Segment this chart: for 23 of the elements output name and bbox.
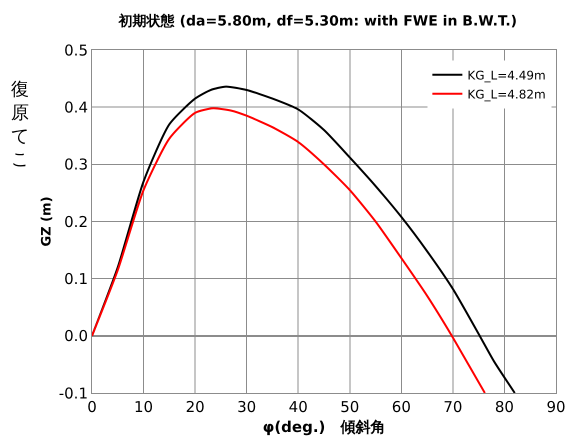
legend-label: KG_L=4.82m: [467, 87, 546, 102]
y-tick-label: 0.1: [64, 270, 88, 288]
y-tick-label: 0.4: [64, 98, 88, 116]
y-tick-label: 0.0: [64, 327, 88, 346]
x-tick-label: 0: [87, 398, 97, 416]
x-axis-title: φ(deg.) 傾斜角: [262, 418, 386, 436]
legend-label: KG_L=4.49m: [467, 68, 546, 82]
x-tick-label: 50: [340, 398, 360, 416]
x-tick-label: 60: [392, 398, 411, 416]
x-tick-label: 20: [186, 398, 205, 416]
text: 復原てこ: [11, 79, 29, 170]
y-axis-title: GZ (m): [40, 196, 55, 247]
x-tick-label: 10: [134, 398, 154, 416]
chart-title: 初期状態 (da=5.80m, df=5.30m: with FWE in B.W.T.): [118, 12, 518, 30]
y-tick-label: 0.3: [64, 156, 88, 174]
y-tick-label: 0.5: [64, 41, 88, 60]
y-tick-label: -0.1: [58, 384, 88, 402]
x-tick-label: 70: [443, 398, 462, 416]
x-tick-label: 80: [494, 398, 514, 416]
x-tick-label: 90: [546, 398, 566, 416]
y-tick-label: 0.2: [64, 212, 88, 231]
x-tick-label: 30: [237, 398, 256, 416]
x-tick-label: 40: [288, 398, 308, 416]
